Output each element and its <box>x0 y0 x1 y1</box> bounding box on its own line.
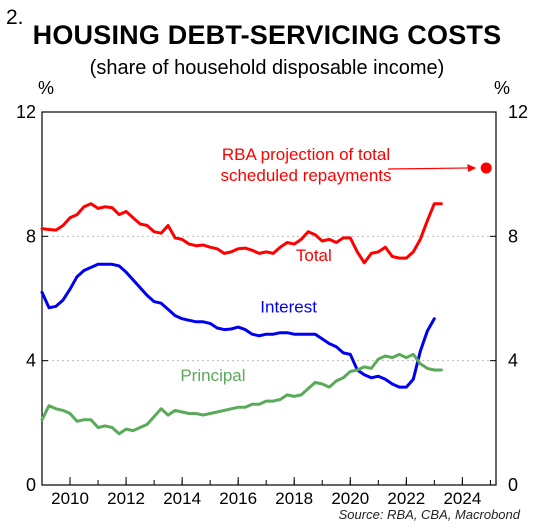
y-unit-left: % <box>38 78 54 98</box>
y-unit-right: % <box>494 78 510 98</box>
series-label-interest: Interest <box>260 297 317 316</box>
y-tick-label-right: 4 <box>508 351 518 371</box>
x-tick-label: 2016 <box>219 489 257 508</box>
x-tick-label: 2014 <box>163 489 201 508</box>
x-tick-label: 2012 <box>107 489 145 508</box>
y-tick-label-left: 12 <box>16 102 36 122</box>
y-tick-label-right: 0 <box>508 475 518 495</box>
figure-number: 2. <box>6 6 24 29</box>
x-tick-label: 2024 <box>443 489 481 508</box>
series-label-principal: Principal <box>180 366 245 385</box>
y-tick-label-left: 8 <box>26 226 36 246</box>
plot-frame <box>41 111 497 486</box>
x-tick-label: 2022 <box>387 489 425 508</box>
source-note: Source: RBA, CBA, Macrobond <box>338 507 520 522</box>
projection-arrow <box>387 167 473 170</box>
series-label-total: Total <box>296 246 332 265</box>
y-tick-label-left: 4 <box>26 351 36 371</box>
x-tick-label: 2018 <box>275 489 313 508</box>
series-line-interest <box>40 262 436 389</box>
projection-label-line: scheduled repayments <box>220 166 391 185</box>
projection-arrowhead <box>467 163 477 172</box>
x-tick-label: 2010 <box>51 489 89 508</box>
projection-point <box>480 162 492 174</box>
y-tick-label-right: 8 <box>508 226 518 246</box>
series-line-principal <box>40 352 443 436</box>
chart-subtitle: (share of household disposable income) <box>89 57 445 79</box>
projection-label-line: RBA projection of total <box>222 145 390 164</box>
x-tick-label: 2020 <box>331 489 369 508</box>
chart-title: HOUSING DEBT-SERVICING COSTS <box>32 20 502 50</box>
y-tick-label-right: 12 <box>508 102 528 122</box>
gridlines <box>42 235 496 362</box>
y-tick-label-left: 0 <box>26 475 36 495</box>
series-line-total <box>40 202 443 265</box>
